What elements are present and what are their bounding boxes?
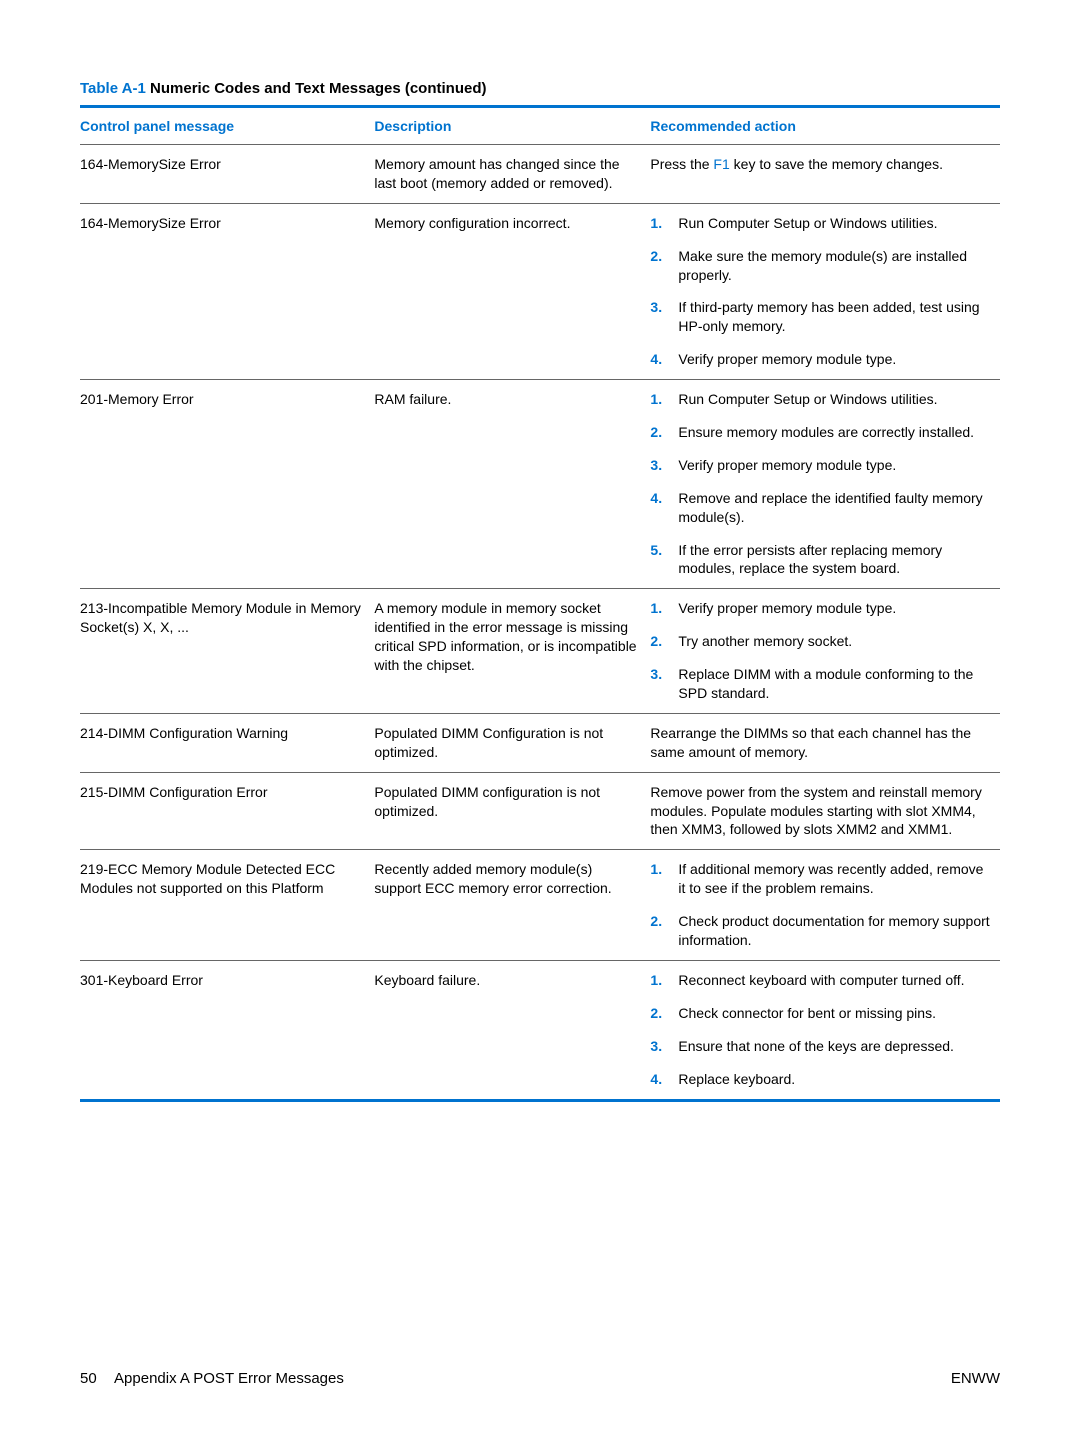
cell-action: Run Computer Setup or Windows utilities.… bbox=[650, 380, 1000, 589]
caption-title-text: Numeric Codes and Text Messages (continu… bbox=[150, 80, 486, 97]
action-step: Remove and replace the identified faulty… bbox=[678, 489, 990, 527]
cell-message: 215-DIMM Configuration Error bbox=[80, 772, 374, 850]
cell-action: If additional memory was recently added,… bbox=[650, 850, 1000, 961]
key-highlight: F1 bbox=[713, 156, 729, 172]
error-codes-table: Control panel message Description Recomm… bbox=[80, 105, 1000, 1102]
col-header-description: Description bbox=[374, 107, 650, 145]
table-row: 219-ECC Memory Module Detected ECC Modul… bbox=[80, 850, 1000, 961]
page: Table A-1 Numeric Codes and Text Message… bbox=[0, 0, 1080, 1437]
cell-action: Verify proper memory module type. Try ano… bbox=[650, 589, 1000, 714]
action-step: Reconnect keyboard with computer turned … bbox=[678, 971, 990, 990]
action-step: If the error persists after replacing me… bbox=[678, 541, 990, 579]
action-step: If additional memory was recently added,… bbox=[678, 860, 990, 898]
action-step: Check product documentation for memory s… bbox=[678, 912, 990, 950]
cell-description: A memory module in memory socket identif… bbox=[374, 589, 650, 714]
cell-action: Rearrange the DIMMs so that each channel… bbox=[650, 713, 1000, 772]
table-header-row: Control panel message Description Recomm… bbox=[80, 107, 1000, 145]
action-steps: Run Computer Setup or Windows utilities.… bbox=[650, 214, 990, 369]
cell-action: Remove power from the system and reinsta… bbox=[650, 772, 1000, 850]
cell-description: Recently added memory module(s) support … bbox=[374, 850, 650, 961]
table-row: 201-Memory ErrorRAM failure.Run Computer… bbox=[80, 380, 1000, 589]
action-steps: If additional memory was recently added,… bbox=[650, 860, 990, 950]
action-step: Verify proper memory module type. bbox=[678, 350, 990, 369]
action-step: Run Computer Setup or Windows utilities. bbox=[678, 214, 990, 233]
table-row: 164-MemorySize ErrorMemory configuration… bbox=[80, 203, 1000, 379]
table-row: 214-DIMM Configuration WarningPopulated … bbox=[80, 713, 1000, 772]
action-step: Verify proper memory module type. bbox=[678, 599, 990, 618]
action-step: Check connector for bent or missing pins… bbox=[678, 1004, 990, 1023]
col-header-action: Recommended action bbox=[650, 107, 1000, 145]
cell-description: Memory configuration incorrect. bbox=[374, 203, 650, 379]
caption-label: Table A-1 bbox=[80, 80, 146, 97]
cell-action: Run Computer Setup or Windows utilities.… bbox=[650, 203, 1000, 379]
footer-left: 50 Appendix A POST Error Messages bbox=[80, 1370, 344, 1387]
action-step: Make sure the memory module(s) are insta… bbox=[678, 247, 990, 285]
action-step: Run Computer Setup or Windows utilities. bbox=[678, 390, 990, 409]
cell-description: RAM failure. bbox=[374, 380, 650, 589]
cell-message: 214-DIMM Configuration Warning bbox=[80, 713, 374, 772]
table-row: 215-DIMM Configuration ErrorPopulated DI… bbox=[80, 772, 1000, 850]
cell-message: 219-ECC Memory Module Detected ECC Modul… bbox=[80, 850, 374, 961]
table-row: 301-Keyboard ErrorKeyboard failure. Recon… bbox=[80, 960, 1000, 1100]
action-steps: Run Computer Setup or Windows utilities.… bbox=[650, 390, 990, 578]
action-step: Ensure memory modules are correctly inst… bbox=[678, 423, 990, 442]
cell-description: Keyboard failure. bbox=[374, 960, 650, 1100]
action-step: Replace keyboard. bbox=[678, 1070, 990, 1089]
page-number: 50 bbox=[80, 1370, 97, 1387]
cell-description: Memory amount has changed since the last… bbox=[374, 145, 650, 204]
action-step: Verify proper memory module type. bbox=[678, 456, 990, 475]
cell-description: Populated DIMM configuration is not opti… bbox=[374, 772, 650, 850]
action-step: Ensure that none of the keys are depress… bbox=[678, 1037, 990, 1056]
cell-message: 213-Incompatible Memory Module in Memory… bbox=[80, 589, 374, 714]
action-steps: Verify proper memory module type. Try ano… bbox=[650, 599, 990, 703]
action-step: If third-party memory has been added, te… bbox=[678, 298, 990, 336]
cell-message: 301-Keyboard Error bbox=[80, 960, 374, 1100]
cell-action: Reconnect keyboard with computer turned … bbox=[650, 960, 1000, 1100]
page-footer: 50 Appendix A POST Error Messages ENWW bbox=[80, 1330, 1000, 1387]
cell-action: Press the F1 key to save the memory chan… bbox=[650, 145, 1000, 204]
action-step: Try another memory socket. bbox=[678, 632, 990, 651]
cell-message: 201-Memory Error bbox=[80, 380, 374, 589]
cell-message: 164-MemorySize Error bbox=[80, 145, 374, 204]
action-step: Replace DIMM with a module conforming to… bbox=[678, 665, 990, 703]
action-steps: Reconnect keyboard with computer turned … bbox=[650, 971, 990, 1089]
table-body: 164-MemorySize ErrorMemory amount has ch… bbox=[80, 145, 1000, 1101]
cell-message: 164-MemorySize Error bbox=[80, 203, 374, 379]
footer-section: Appendix A POST Error Messages bbox=[114, 1370, 344, 1387]
cell-description: Populated DIMM Configuration is not opti… bbox=[374, 713, 650, 772]
table-caption: Table A-1 Numeric Codes and Text Message… bbox=[80, 80, 1000, 97]
table-row: 213-Incompatible Memory Module in Memory… bbox=[80, 589, 1000, 714]
table-row: 164-MemorySize ErrorMemory amount has ch… bbox=[80, 145, 1000, 204]
footer-right: ENWW bbox=[951, 1370, 1000, 1387]
col-header-message: Control panel message bbox=[80, 107, 374, 145]
